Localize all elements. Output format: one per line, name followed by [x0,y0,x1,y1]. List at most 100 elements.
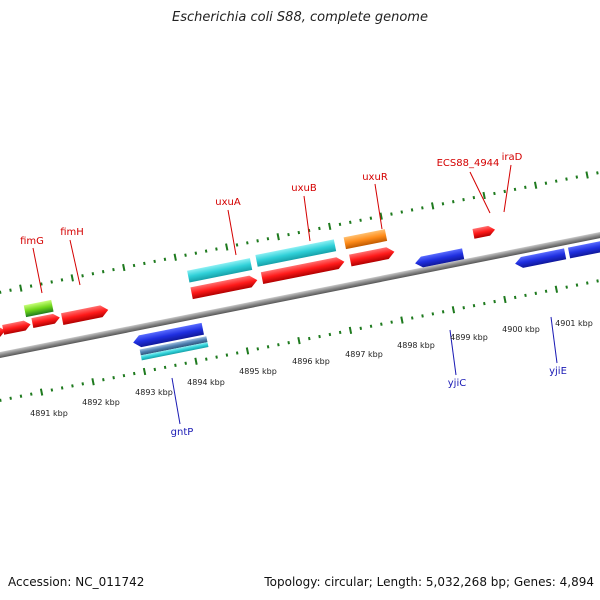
tick-row-outer-top [0,171,599,294]
gene-label[interactable]: uxuB [291,183,317,194]
forward-genes-row1 [0,225,496,340]
minor-tick [215,355,218,359]
gene-arrow[interactable] [260,256,346,285]
major-tick [379,212,383,220]
gene-bar[interactable] [23,299,54,318]
gene-arrow[interactable] [349,246,395,267]
gene-label[interactable]: ECS88_4944 [437,158,500,169]
scale-label: 4898 kbp [397,341,435,350]
major-tick [503,295,507,304]
gene-arrow[interactable] [190,274,258,300]
major-tick [245,347,250,355]
minor-tick [575,175,579,179]
gene-label[interactable]: yjiE [549,366,567,377]
major-tick [19,284,23,292]
major-tick [91,378,95,386]
gene-label[interactable]: fimH [60,227,84,238]
gene-label[interactable]: fimG [20,236,44,247]
gene-arrow[interactable] [414,248,465,268]
gene-arrow[interactable] [60,304,109,326]
minor-tick [297,230,301,235]
scale-label: 4893 kbp [135,388,173,397]
minor-tick [318,226,321,231]
minor-tick [143,261,146,266]
minor-tick [462,197,465,202]
topology-text: Topology: circular; Length: 5,032,268 bp… [264,575,594,589]
minor-tick [194,251,198,255]
gene-bar[interactable] [567,239,600,259]
major-tick [400,316,404,324]
gene-bar[interactable] [343,229,388,250]
minor-tick [287,341,290,345]
minor-tick [544,289,548,293]
minor-tick [369,216,373,220]
gene-label[interactable]: uxuR [362,172,388,183]
minor-tick [390,212,393,216]
minor-tick [112,267,115,272]
gene-label[interactable]: uxuA [215,197,241,208]
minor-tick [318,334,321,339]
minor-tick [246,241,249,245]
gene-arrow[interactable] [0,326,6,340]
major-tick [430,202,435,210]
gene-label[interactable]: gntP [171,427,194,438]
gene-arrow[interactable] [2,320,31,335]
minor-tick [184,253,187,257]
minor-tick [0,290,2,294]
major-tick [70,274,74,282]
minor-tick [421,206,424,210]
minor-tick [215,247,218,251]
minor-tick [9,288,12,292]
minor-tick [163,257,167,261]
major-tick [194,357,198,365]
gene-arrow[interactable] [472,225,496,239]
map-track-group [0,171,600,402]
minor-tick [29,392,33,396]
minor-tick [29,284,33,288]
minor-tick [513,187,517,192]
minor-tick [596,171,599,175]
minor-tick [60,278,64,282]
minor-tick [493,191,496,196]
gene-label[interactable]: yjiC [448,378,466,389]
minor-tick [565,177,568,181]
gene-bar[interactable] [187,258,253,283]
minor-tick [153,367,157,372]
tick-row-bottom [0,279,599,402]
gene-label[interactable]: iraD [502,152,523,163]
major-tick [451,306,456,314]
minor-tick [513,295,517,300]
gene-bar[interactable] [139,336,208,356]
minor-tick [359,218,362,222]
minor-tick [380,322,383,326]
top-label-leaders [32,164,512,294]
minor-tick [235,351,239,355]
minor-tick [235,243,239,247]
gene-bar[interactable] [140,342,209,361]
minor-tick [534,291,538,295]
gene-bar[interactable] [255,239,337,267]
gene-arrow[interactable] [514,248,567,269]
minor-tick [554,179,558,183]
gene-arrow[interactable] [31,313,60,328]
major-tick [122,263,126,272]
minor-tick [359,326,363,330]
bottom-gene-labels: gntP yjiC yjiE [171,366,567,438]
gene-arrow[interactable] [132,322,204,349]
bottom-label-leaders [171,316,558,425]
minor-tick [102,378,105,382]
scale-label: 4894 kbp [187,378,225,387]
reverse-genes [132,239,600,361]
minor-tick [451,200,455,204]
minor-tick [101,270,105,274]
minor-tick [184,361,187,365]
minor-tick [132,371,136,376]
minor-tick [132,263,136,268]
minor-tick [503,189,507,194]
scale-label: 4892 kbp [82,398,120,407]
minor-tick [544,181,548,185]
scale-label: 4897 kbp [345,350,383,359]
minor-tick [122,373,126,378]
minor-tick [60,386,64,390]
